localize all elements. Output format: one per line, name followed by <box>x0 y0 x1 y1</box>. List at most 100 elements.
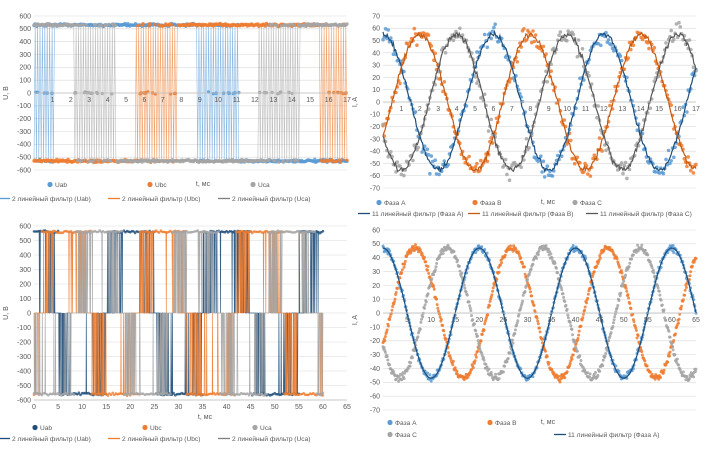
data-point <box>570 357 574 361</box>
data-point <box>645 41 650 45</box>
data-point <box>648 106 653 111</box>
data-point <box>679 307 683 311</box>
data-point <box>228 391 232 395</box>
data-point <box>537 249 541 253</box>
data-point <box>436 306 440 310</box>
data-point <box>426 371 429 375</box>
y-tick-label: -500 <box>17 383 31 390</box>
data-point <box>482 32 487 37</box>
data-point <box>528 287 532 291</box>
data-point <box>527 146 531 150</box>
data-point <box>569 324 573 328</box>
data-point <box>402 265 406 269</box>
data-point <box>432 285 436 289</box>
data-point <box>473 359 477 363</box>
data-point <box>435 303 439 307</box>
data-point <box>568 361 572 365</box>
data-point <box>559 154 564 158</box>
data-point <box>617 299 621 302</box>
data-point <box>619 58 624 63</box>
data-point <box>267 158 271 162</box>
data-point <box>460 33 465 37</box>
y-tick-label: 60 <box>372 227 380 234</box>
data-point <box>588 372 592 376</box>
data-point <box>169 392 172 396</box>
data-point <box>538 330 542 334</box>
x-tick-label: 45 <box>596 317 604 324</box>
data-point <box>313 157 317 161</box>
data-point <box>581 316 585 320</box>
data-point <box>560 288 564 292</box>
x-tick-label: 10 <box>563 106 571 113</box>
data-point <box>640 350 644 354</box>
y-tick-label: 20 <box>372 283 380 290</box>
y-tick-label: -60 <box>370 173 380 180</box>
y-tick-label: -50 <box>370 161 380 168</box>
data-point <box>588 286 592 290</box>
data-point <box>618 265 622 269</box>
data-point <box>571 32 576 37</box>
data-point <box>111 391 114 395</box>
data-point <box>557 33 561 37</box>
data-point <box>550 174 555 178</box>
data-point <box>626 293 630 297</box>
data-point <box>647 46 651 51</box>
data-point <box>443 51 448 55</box>
x-tick-label: 15 <box>102 404 110 411</box>
data-point <box>451 363 455 367</box>
data-point <box>102 158 106 162</box>
data-point <box>652 45 657 50</box>
data-point <box>664 41 668 45</box>
legend-entry: Ubc <box>155 182 167 189</box>
data-point <box>508 351 512 355</box>
data-point <box>395 160 400 164</box>
data-point <box>474 355 478 359</box>
data-point <box>523 265 526 269</box>
data-point <box>81 23 86 27</box>
data-point <box>320 393 323 397</box>
data-point <box>666 148 671 153</box>
x-tick-label: 10 <box>214 97 222 104</box>
data-point <box>247 393 251 397</box>
data-point <box>414 243 417 247</box>
legend-marker <box>147 181 153 188</box>
data-point <box>583 305 587 309</box>
data-point <box>514 248 518 251</box>
data-point <box>630 257 634 261</box>
data-point <box>468 304 472 308</box>
data-point <box>627 265 631 269</box>
data-point <box>628 261 632 265</box>
y-tick-label: -100 <box>17 103 31 110</box>
data-point <box>545 80 550 84</box>
legend: Uab Ubc Uca 2 линейный фильтр (Uab) 2 линейн… <box>0 424 310 443</box>
data-point <box>669 159 673 163</box>
data-point <box>497 39 501 44</box>
legend-marker <box>472 199 478 206</box>
data-point <box>435 297 439 301</box>
data-point <box>79 229 82 233</box>
data-point <box>575 349 579 353</box>
data-point <box>513 328 517 332</box>
data-point <box>482 358 486 362</box>
data-point <box>598 256 602 260</box>
data-point <box>692 375 696 379</box>
data-point <box>664 157 668 162</box>
data-point <box>109 393 113 397</box>
data-point <box>386 324 390 328</box>
data-point <box>478 347 482 351</box>
data-point <box>659 298 663 302</box>
data-point <box>594 371 597 374</box>
data-point <box>620 271 624 275</box>
x-tick-label: 9 <box>547 106 551 113</box>
data-point <box>432 273 436 277</box>
data-point <box>432 287 436 291</box>
data-point <box>579 359 583 362</box>
data-point <box>383 335 387 338</box>
data-point <box>469 309 473 313</box>
data-point <box>586 296 590 300</box>
data-point <box>587 74 591 78</box>
data-point <box>565 370 569 374</box>
x-tick-label: 25 <box>150 404 158 411</box>
data-point <box>672 339 676 342</box>
data-point <box>434 265 438 269</box>
